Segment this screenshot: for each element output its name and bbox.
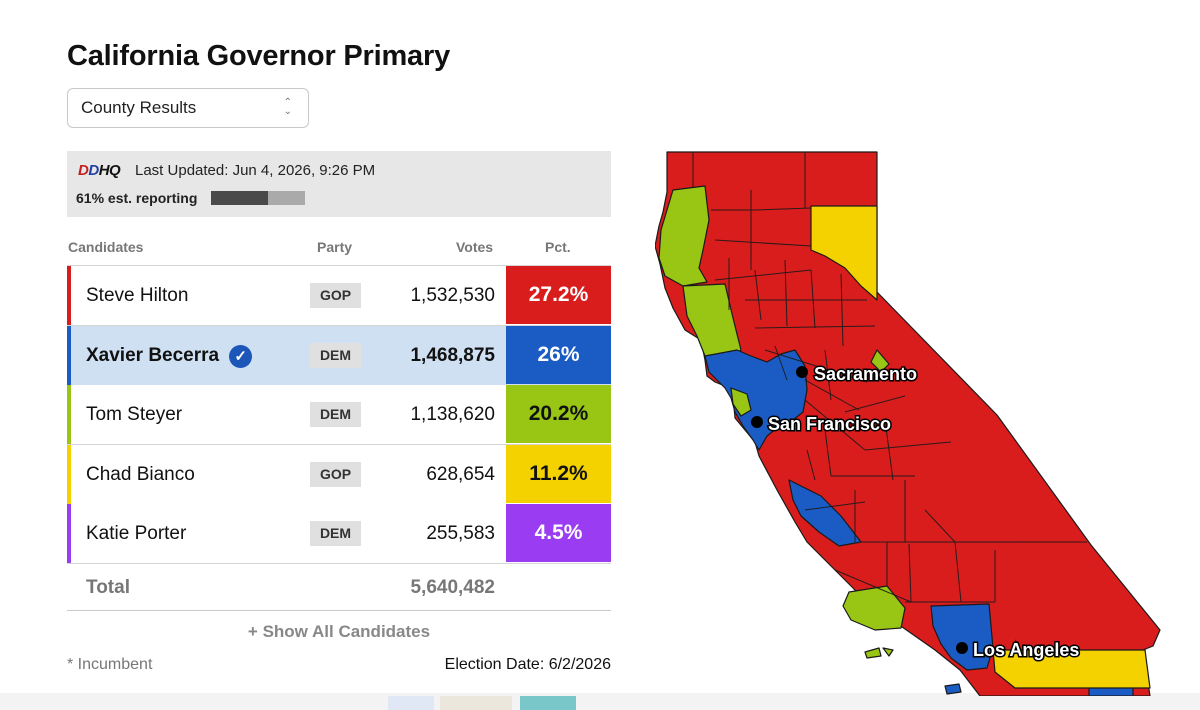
candidate-name-text: Xavier Becerra bbox=[86, 345, 220, 367]
candidate-votes: 255,583 bbox=[426, 523, 495, 545]
map-region-green[interactable] bbox=[658, 185, 710, 287]
party-color-stripe bbox=[67, 385, 71, 445]
candidate-name: Tom Steyer bbox=[86, 404, 182, 426]
city-markers: Sacramento San Francisco Los Angeles bbox=[751, 363, 1081, 662]
party-color-stripe bbox=[67, 266, 71, 325]
footer-ad-strip bbox=[0, 693, 1200, 710]
candidate-pct: 11.2% bbox=[506, 444, 611, 503]
winner-check-icon: ✓ bbox=[229, 344, 253, 368]
california-county-map: Sacramento San Francisco Los Angeles bbox=[655, 151, 1161, 696]
map-island bbox=[882, 647, 894, 657]
candidate-row[interactable]: Tom Steyer DEM 1,138,620 20.2% bbox=[67, 385, 611, 446]
party-badge: DEM bbox=[310, 521, 361, 547]
party-badge: GOP bbox=[310, 283, 361, 308]
map-island bbox=[944, 683, 962, 695]
map-region-blue[interactable] bbox=[704, 349, 808, 451]
reporting-progress-bar bbox=[211, 191, 305, 205]
candidate-row[interactable]: Steve Hilton GOP 1,532,530 27.2% bbox=[67, 266, 611, 326]
column-header-party: Party bbox=[317, 239, 353, 255]
last-updated-text: Last Updated: Jun 4, 2026, 9:26 PM bbox=[135, 162, 376, 179]
header-divider bbox=[67, 265, 611, 266]
party-color-stripe bbox=[67, 504, 71, 564]
candidate-row[interactable]: Xavier Becerra ✓ DEM 1,468,875 26% bbox=[67, 325, 611, 386]
candidate-votes: 1,138,620 bbox=[410, 404, 495, 426]
incumbent-note: * Incumbent bbox=[67, 656, 153, 673]
candidate-pct: 20.2% bbox=[506, 385, 611, 444]
candidate-name: Chad Bianco bbox=[86, 464, 195, 486]
chevron-up-down-icon: ⌃ ⌄ bbox=[283, 97, 292, 117]
candidate-name: Katie Porter bbox=[86, 523, 186, 545]
ad-thumbnail[interactable] bbox=[440, 696, 512, 710]
candidate-name-text: Chad Bianco bbox=[86, 463, 195, 485]
column-header-candidates: Candidates bbox=[68, 239, 144, 255]
election-date: Election Date: 6/2/2026 bbox=[444, 656, 611, 673]
total-votes: 5,640,482 bbox=[410, 577, 495, 598]
map-region-yellow[interactable] bbox=[992, 649, 1151, 689]
page-title: California Governor Primary bbox=[67, 40, 450, 72]
map-region-blue[interactable] bbox=[930, 603, 994, 671]
map-region-yellow[interactable] bbox=[810, 205, 878, 301]
map-island bbox=[864, 647, 882, 659]
candidate-row[interactable]: Chad Bianco GOP 628,654 11.2% bbox=[67, 444, 611, 505]
show-all-candidates-link[interactable]: + Show All Candidates bbox=[247, 622, 431, 641]
ddhq-logo: DDHQ bbox=[78, 162, 121, 179]
sacramento-marker[interactable] bbox=[796, 366, 808, 378]
ad-thumbnail[interactable] bbox=[388, 696, 434, 710]
reporting-info-box: DDHQ Last Updated: Jun 4, 2026, 9:26 PM … bbox=[67, 151, 611, 217]
candidate-votes: 1,468,875 bbox=[410, 344, 495, 366]
candidate-pct: 26% bbox=[506, 325, 611, 384]
candidate-pct: 4.5% bbox=[506, 504, 611, 563]
results-view-select[interactable]: County Results ⌃ ⌄ bbox=[67, 88, 309, 128]
map-region-red[interactable] bbox=[655, 151, 1161, 696]
map-region-green[interactable] bbox=[870, 349, 890, 373]
los-angeles-marker[interactable] bbox=[956, 642, 968, 654]
party-badge: DEM bbox=[310, 342, 361, 368]
county-boundaries bbox=[692, 152, 1087, 603]
san-francisco-marker[interactable] bbox=[751, 416, 763, 428]
candidate-name: Xavier Becerra ✓ bbox=[86, 344, 253, 368]
map-region-blue[interactable] bbox=[788, 479, 862, 547]
party-badge: GOP bbox=[310, 461, 361, 487]
ad-thumbnail[interactable] bbox=[520, 696, 576, 710]
candidate-pct: 27.2% bbox=[506, 266, 611, 324]
map-region-green[interactable] bbox=[842, 585, 906, 631]
column-header-pct: Pct. bbox=[545, 239, 571, 255]
party-color-stripe bbox=[67, 444, 71, 504]
candidate-name-text: Steve Hilton bbox=[86, 285, 189, 306]
candidate-row[interactable]: Katie Porter DEM 255,583 4.5% bbox=[67, 504, 611, 565]
candidate-name-text: Tom Steyer bbox=[86, 404, 183, 426]
party-badge: DEM bbox=[310, 402, 361, 428]
candidate-name-text: Katie Porter bbox=[86, 523, 187, 545]
party-color-stripe bbox=[67, 325, 71, 385]
results-view-select-value: County Results bbox=[81, 98, 197, 117]
candidate-name: Steve Hilton bbox=[86, 285, 188, 307]
city-label-los-angeles: Los Angeles bbox=[973, 640, 1079, 660]
total-label: Total bbox=[86, 577, 130, 598]
reporting-progress-fill bbox=[211, 191, 269, 205]
city-label-san-francisco: San Francisco bbox=[768, 414, 891, 434]
column-header-votes: Votes bbox=[456, 239, 494, 255]
candidate-votes: 628,654 bbox=[426, 463, 495, 485]
city-label-sacramento: Sacramento bbox=[814, 364, 917, 384]
total-row: Total 5,640,482 bbox=[67, 564, 611, 611]
candidate-votes: 1,532,530 bbox=[410, 285, 495, 306]
map-region-green[interactable] bbox=[730, 387, 752, 417]
reporting-label: 61% est. reporting bbox=[76, 190, 198, 206]
